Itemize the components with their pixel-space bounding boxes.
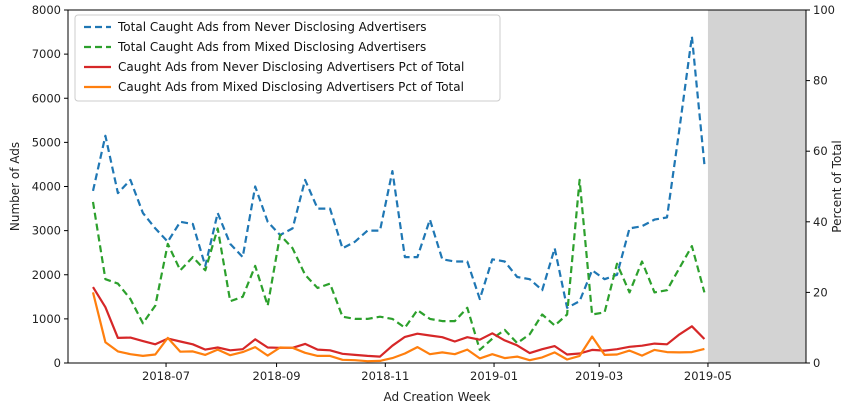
legend: Total Caught Ads from Never Disclosing A… [74, 14, 501, 102]
x-tick-label: 2018-07 [142, 369, 190, 383]
series-line-1 [91, 35, 706, 309]
y-axis-label-left: Number of Ads [8, 142, 22, 231]
y-left-tick-label: 1000 [32, 312, 61, 326]
y-left-tick-label: 3000 [32, 224, 61, 238]
legend-label-4: Caught Ads from Mixed Disclosing Adverti… [118, 80, 464, 94]
x-tick-label: 2018-11 [361, 369, 409, 383]
x-tick-label: 2019-01 [470, 369, 518, 383]
legend-label-1: Total Caught Ads from Never Disclosing A… [117, 20, 427, 34]
x-tick-label: 2019-05 [684, 369, 732, 383]
series-layer [91, 35, 706, 363]
y-left-tick-label: 7000 [32, 47, 61, 61]
y-left-tick-label: 8000 [32, 3, 61, 17]
y-left-tick-label: 6000 [32, 91, 61, 105]
x-tick-label: 2018-09 [253, 369, 301, 383]
series-line-2 [91, 178, 706, 351]
shaded-region-layer [707, 10, 806, 363]
y-left-tick-label: 2000 [32, 268, 61, 282]
y-right-tick-label: 100 [813, 3, 835, 17]
y-right-tick-label: 20 [813, 285, 828, 299]
x-tick-label: 2019-03 [575, 369, 623, 383]
x-axis-label: Ad Creation Week [384, 390, 491, 404]
legend-box [74, 14, 501, 102]
y-left-tick-label: 4000 [32, 180, 61, 194]
y-right-tick-label: 80 [813, 74, 828, 88]
bottom-axis: 2018-07 2018-09 2018-11 2019-01 2019-03 2019-… [142, 363, 732, 383]
right-axis: 0 20 40 60 80 100 [806, 3, 835, 370]
left-axis: 0 1000 2000 3000 4000 5000 6000 7000 8000 [32, 3, 68, 370]
legend-label-2: Total Caught Ads from Mixed Disclosing A… [117, 40, 426, 54]
series-line-4 [91, 292, 705, 363]
y-right-tick-label: 40 [813, 215, 828, 229]
y-right-tick-label: 60 [813, 144, 828, 158]
legend-label-3: Caught Ads from Never Disclosing Adverti… [118, 60, 464, 74]
y-axis-label-right: Percent of Total [830, 140, 844, 232]
shaded-region [707, 10, 806, 363]
y-left-tick-label: 5000 [32, 135, 61, 149]
y-left-tick-label: 0 [54, 356, 61, 370]
y-right-tick-label: 0 [813, 356, 820, 370]
